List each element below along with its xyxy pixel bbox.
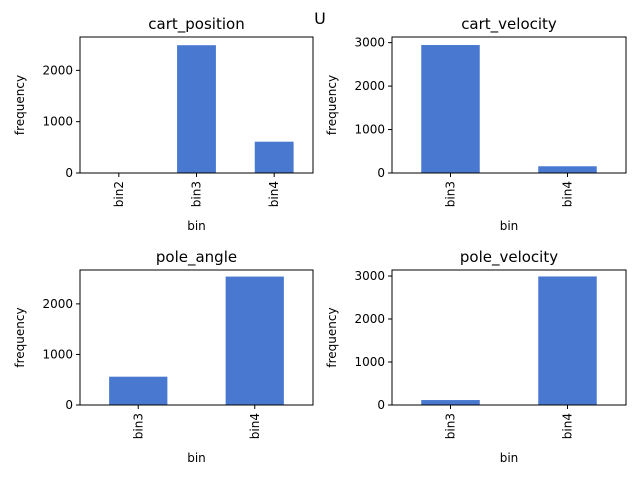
bar-bin3 <box>421 400 480 405</box>
bar-bin3 <box>109 376 168 405</box>
x-tick-label: bin3 <box>131 413 145 439</box>
subplot-title: pole_angle <box>156 248 237 267</box>
y-tick-label: 3000 <box>354 36 385 50</box>
y-tick-label: 0 <box>65 166 73 180</box>
y-axis-label: frequency <box>325 307 339 367</box>
x-axis-label: bin <box>187 451 206 465</box>
bar-bin4 <box>254 141 294 173</box>
y-tick-label: 0 <box>377 398 385 412</box>
y-axis-label: frequency <box>325 75 339 135</box>
y-tick-label: 0 <box>65 398 73 412</box>
y-tick-label: 1000 <box>354 123 385 137</box>
axes-frame <box>391 36 627 174</box>
y-tick-label: 0 <box>377 166 385 180</box>
x-tick-label: bin3 <box>444 181 458 207</box>
x-axis-label: bin <box>500 219 519 233</box>
x-tick-label: bin4 <box>248 413 262 439</box>
x-tick-label: bin2 <box>112 181 126 207</box>
bar-bin4 <box>538 276 597 405</box>
y-tick-label: 3000 <box>354 269 385 283</box>
axes-frame <box>79 269 314 406</box>
subplot-title: pole_velocity <box>460 248 558 267</box>
y-axis-label: frequency <box>13 307 27 367</box>
subplot-title: cart_velocity <box>461 15 557 34</box>
x-tick-label: bin4 <box>561 413 575 439</box>
y-tick-label: 2000 <box>42 63 73 77</box>
y-axis-label: frequency <box>13 75 27 135</box>
x-axis-label: bin <box>500 451 519 465</box>
bar-bin3 <box>421 45 480 173</box>
bar-bin4 <box>225 276 284 405</box>
x-axis-label: bin <box>187 219 206 233</box>
y-tick-label: 2000 <box>354 79 385 93</box>
x-tick-label: bin3 <box>444 413 458 439</box>
figure-suptitle: U <box>314 9 326 28</box>
bar-bin3 <box>177 45 216 173</box>
y-tick-label: 2000 <box>354 312 385 326</box>
axes-frame <box>391 269 627 406</box>
y-tick-label: 1000 <box>42 115 73 129</box>
y-tick-label: 1000 <box>42 347 73 361</box>
x-tick-label: bin3 <box>190 181 204 207</box>
y-tick-label: 1000 <box>354 355 385 369</box>
y-tick-label: 2000 <box>42 297 73 311</box>
bar-bin4 <box>538 166 597 173</box>
x-tick-label: bin4 <box>267 181 281 207</box>
subplot-title: cart_position <box>148 15 244 34</box>
x-tick-label: bin4 <box>561 181 575 207</box>
